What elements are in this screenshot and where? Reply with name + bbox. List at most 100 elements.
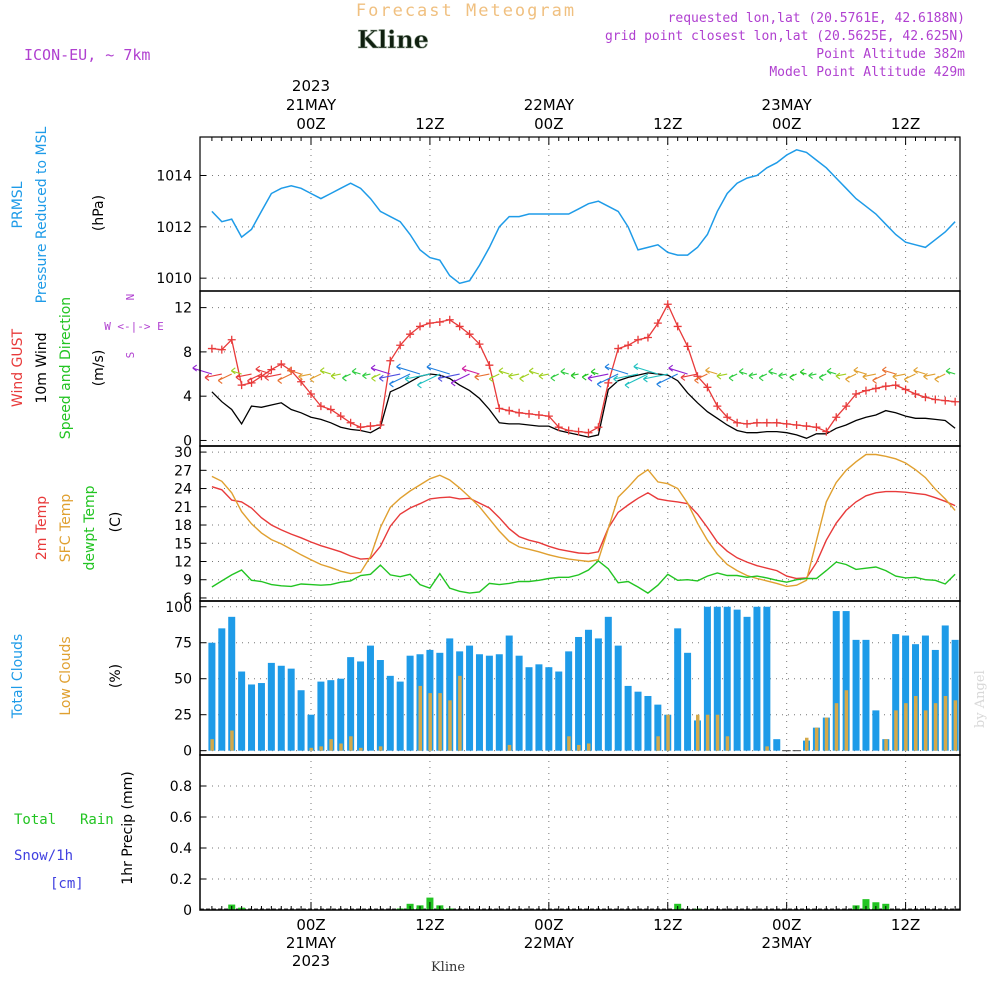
wind-direction-arrow <box>587 373 609 382</box>
wind-direction-arrow <box>247 373 262 385</box>
low-clouds-bar <box>844 690 849 751</box>
wind-gust-marker <box>227 335 236 344</box>
low-clouds-bar <box>914 695 918 751</box>
precip-label-total: Total <box>14 812 56 828</box>
low-clouds-bar <box>230 730 234 751</box>
wind-gust-marker <box>584 428 593 437</box>
temp-dewpt-line <box>211 559 956 594</box>
wind-direction-arrow <box>235 373 252 381</box>
wind-gust-marker <box>683 342 692 351</box>
wind-direction-arrow <box>903 373 916 383</box>
wind-gust-marker <box>624 341 633 350</box>
wind-gust-marker <box>594 423 603 432</box>
panel-wind: 0 4 8 12 <box>174 291 960 449</box>
wind-direction-arrow <box>461 365 480 375</box>
panel-precipitation: 0 0.2 0.4 0.6 0.8 <box>170 755 960 919</box>
watermark: by Angel <box>973 670 988 728</box>
wind-direction-arrow <box>758 373 768 382</box>
low-clouds-bar <box>418 685 423 751</box>
total-clouds-bar <box>287 668 295 751</box>
wind-direction-arrow <box>668 364 688 375</box>
precipitation-ytick-label: 0.6 <box>170 810 192 826</box>
low-clouds-bar <box>309 747 313 751</box>
wind-gust-marker <box>901 385 910 394</box>
total-clouds-bar <box>674 628 682 751</box>
wind-direction-arrow <box>417 373 441 389</box>
temperature-ytick-label: 9 <box>183 573 192 589</box>
wind-direction-arrow <box>581 373 589 381</box>
wind-gust-marker <box>554 423 563 432</box>
total-clouds-bar <box>386 675 394 751</box>
wind-direction-arrow <box>450 373 470 387</box>
wind-direction-arrow <box>298 373 312 381</box>
wind-label-dir: Speed and Direction <box>58 297 74 439</box>
wind-gust-marker <box>435 318 444 326</box>
total-clouds-bar <box>753 606 761 751</box>
low-clouds-bar <box>586 743 591 751</box>
wind-gust-marker <box>663 300 672 309</box>
wind-gust-marker <box>386 356 395 365</box>
wind-gust-marker <box>931 395 940 404</box>
wind-direction-arrow <box>624 373 649 389</box>
total-clouds-bar <box>475 654 483 751</box>
wind-direction-arrow <box>351 367 361 375</box>
total-clouds-bar <box>327 680 335 751</box>
wind-gust-marker <box>455 322 464 331</box>
temp-unit: (C) <box>108 512 124 533</box>
total-clouds-bar <box>733 609 741 751</box>
temperature-ytick-label: 18 <box>174 518 192 534</box>
wind-label-gust: Wind GUST <box>10 328 26 407</box>
wind-gust-marker <box>752 418 761 427</box>
wind-direction-arrow <box>738 368 748 376</box>
low-clouds-bar <box>359 747 363 751</box>
low-clouds-bar <box>210 739 214 751</box>
temperature-ytick-label: 6 <box>183 591 192 607</box>
wind-direction-arrow <box>488 373 500 383</box>
product-title: Forecast Meteogram <box>356 1 576 21</box>
total-clouds-bar <box>238 671 246 751</box>
low-clouds-bar <box>378 746 383 751</box>
wind-ytick-label: 4 <box>183 389 192 405</box>
wind-gust-marker <box>743 419 752 428</box>
total-clouds-bar <box>872 710 880 751</box>
wind-label-10m: 10m Wind <box>34 332 50 403</box>
wind-direction-arrow <box>192 364 213 375</box>
wind-direction-arrow <box>862 373 876 381</box>
wind-direction-arrow <box>818 373 827 381</box>
wind-direction-arrow <box>309 373 322 383</box>
wind-ytick-label: 0 <box>183 433 192 449</box>
total-clouds-bar <box>376 660 384 751</box>
wind-direction-arrow <box>255 365 272 375</box>
wind-direction-arrow <box>835 372 847 380</box>
temp-label-2m: 2m Temp <box>34 496 50 560</box>
wind-gust-marker <box>812 423 821 432</box>
total-clouds-bar <box>594 638 602 751</box>
total-clouds-bar <box>931 649 939 751</box>
panel-temperature: 6 9 12 15 18 21 24 27 30 <box>174 445 960 607</box>
total-clouds-bar <box>604 616 612 751</box>
bottom-time-label: 12Z <box>653 916 682 934</box>
temperature-ytick-label: 30 <box>174 445 192 461</box>
footer-location: Kline <box>431 960 465 975</box>
wind-direction-arrow <box>853 366 867 375</box>
temp-label-sfc: SFC Temp <box>58 494 74 563</box>
wind-gust-marker <box>772 418 781 427</box>
wind-direction-arrow <box>508 372 520 380</box>
rain-bar <box>862 899 870 910</box>
total-clouds-bar <box>555 671 563 751</box>
wind-gust-marker <box>366 422 375 431</box>
wind-gust-marker <box>762 418 771 427</box>
wind-direction-arrow <box>217 373 232 384</box>
total-clouds-bar <box>357 661 365 751</box>
wind-gust-marker <box>574 427 583 436</box>
low-clouds-bar <box>923 710 928 751</box>
model-altitude: Model Point Altitude 429m <box>769 65 965 80</box>
clouds-ytick-label: 0 <box>183 744 192 760</box>
wind-direction-arrow <box>934 373 946 383</box>
wind-direction-arrow <box>892 373 906 381</box>
top-time-label: 23MAY <box>762 96 813 114</box>
low-clouds-bar <box>884 739 888 751</box>
low-clouds-bar <box>319 746 323 751</box>
temp-sfc-line <box>211 453 956 588</box>
